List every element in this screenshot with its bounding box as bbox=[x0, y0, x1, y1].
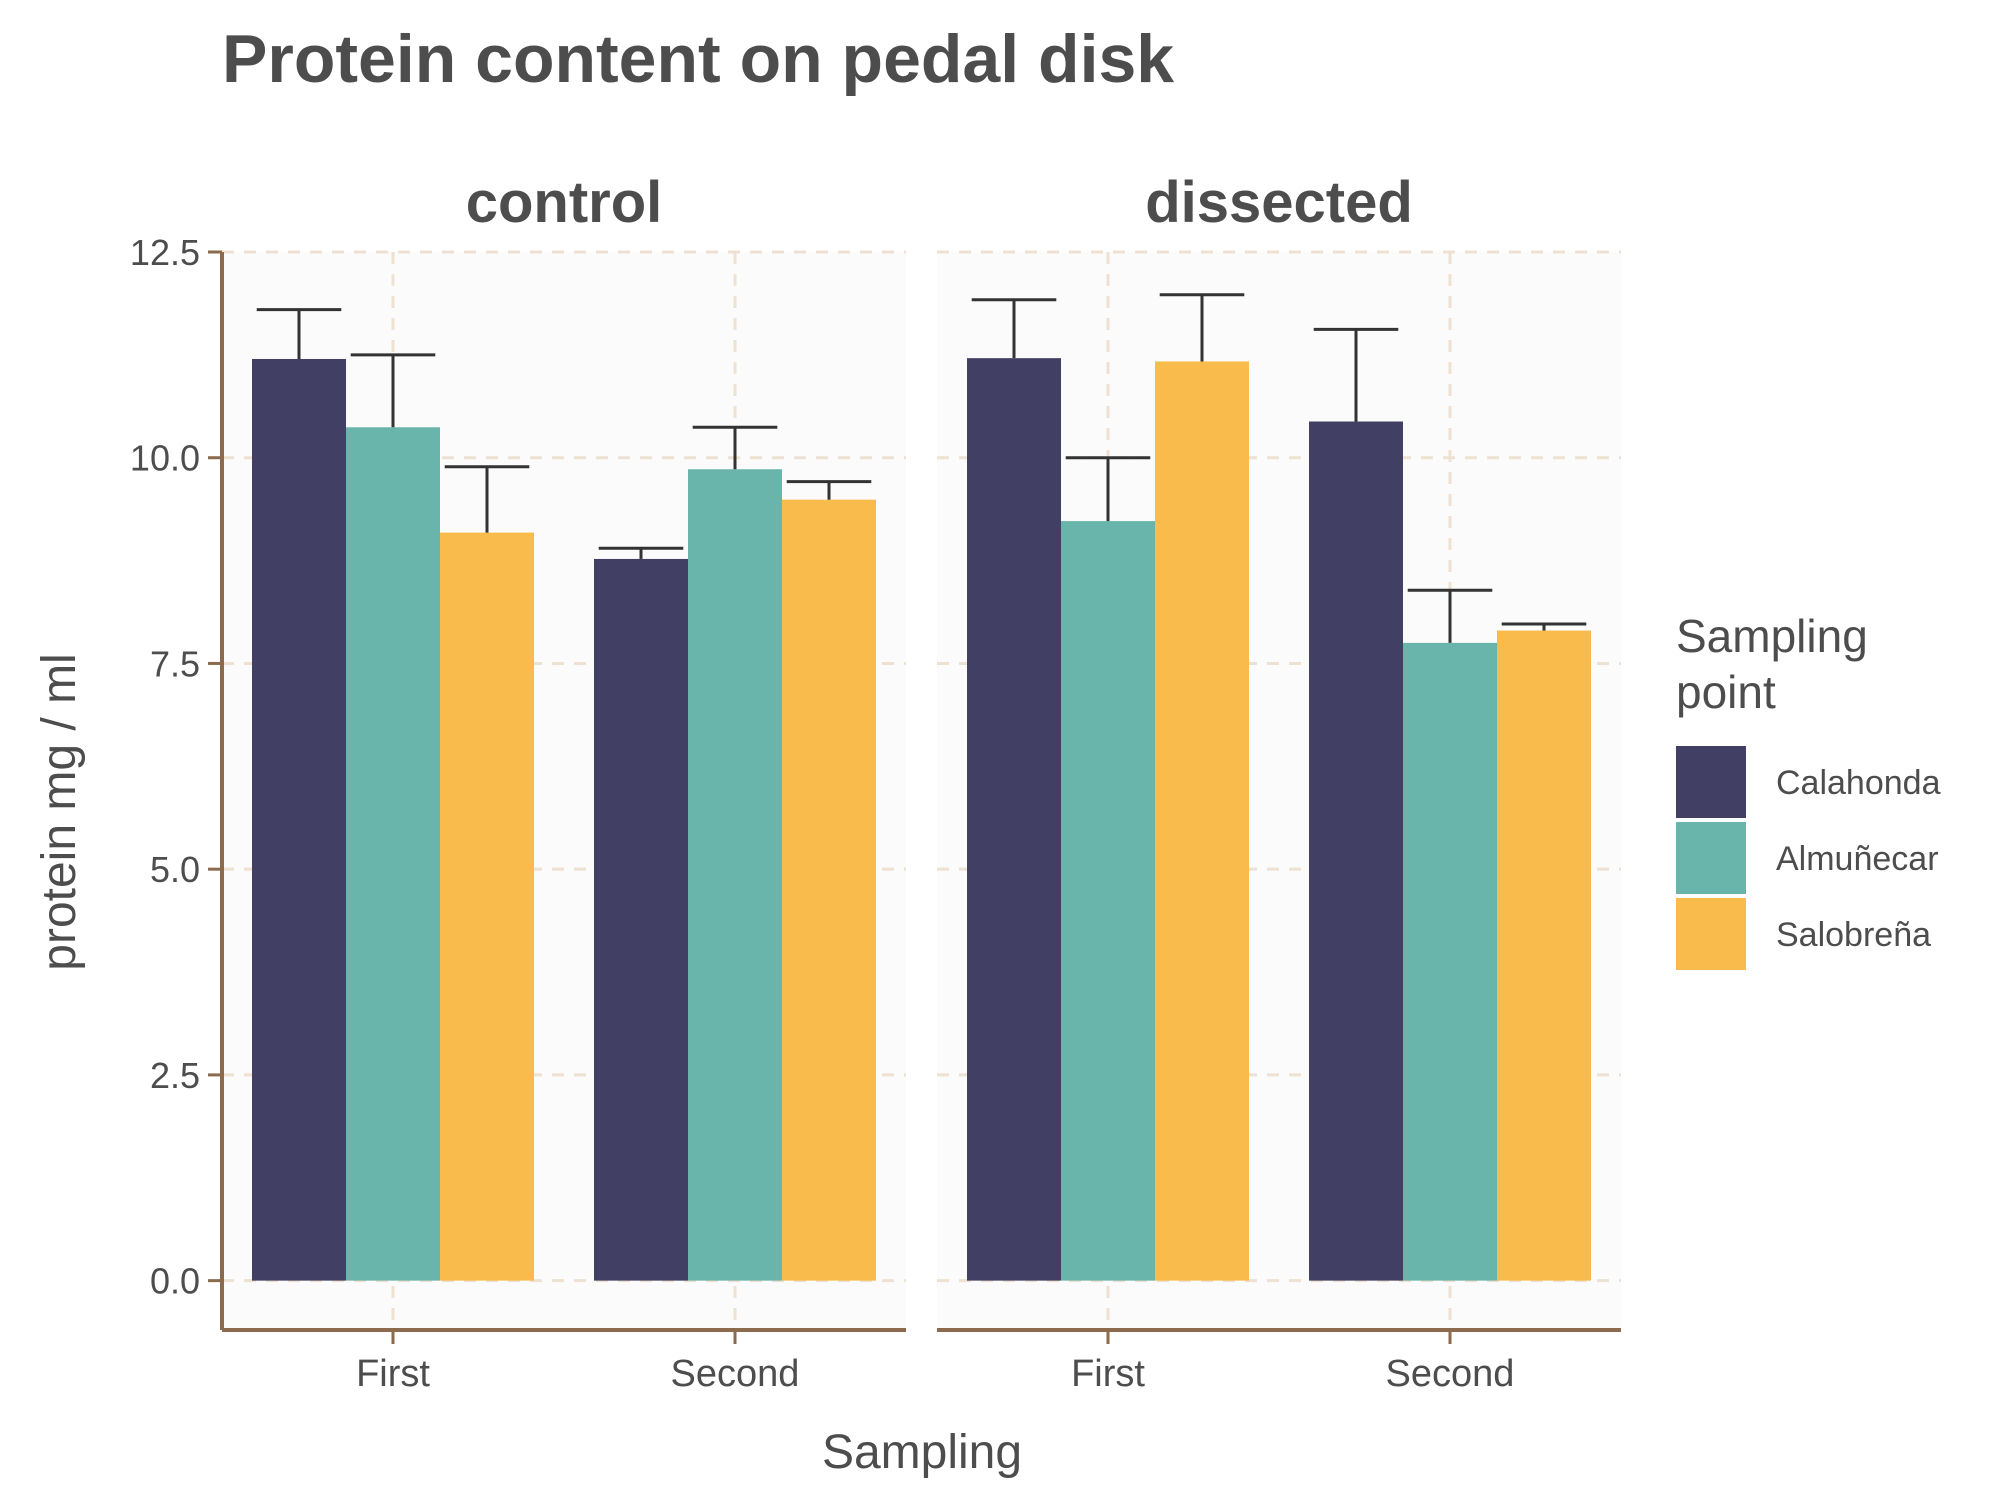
y-tick-label: 7.5 bbox=[150, 643, 200, 684]
legend-swatch-Calahonda bbox=[1676, 746, 1746, 818]
bar-dissected-Second-Calahonda bbox=[1309, 421, 1403, 1281]
panel-control: control First Second bbox=[222, 170, 906, 1395]
legend-label-Calahonda: Calahonda bbox=[1776, 764, 1941, 802]
legend-title-line: point bbox=[1676, 666, 1776, 718]
bar-dissected-Second-Salobreña bbox=[1497, 630, 1591, 1281]
bar-dissected-First-Almuñecar bbox=[1061, 521, 1155, 1281]
bar-dissected-Second-Almuñecar bbox=[1403, 642, 1497, 1281]
bar-dissected-First-Salobreña bbox=[1155, 361, 1249, 1281]
bar-control-First-Almuñecar bbox=[346, 427, 440, 1281]
y-tick-label: 0.0 bbox=[150, 1261, 200, 1302]
bar-control-Second-Almuñecar bbox=[688, 469, 782, 1281]
bar-dissected-First-Calahonda bbox=[967, 358, 1061, 1281]
bar-control-First-Calahonda bbox=[252, 358, 346, 1281]
legend-swatch-Almuñecar bbox=[1676, 822, 1746, 894]
x-tick-label: Second bbox=[1386, 1353, 1515, 1395]
legend-label-Salobreña: Salobreña bbox=[1776, 916, 1931, 954]
chart-title: Protein content on pedal disk bbox=[222, 21, 1174, 97]
y-axis: 0.0 2.5 5.0 7.5 10.0 12.5 bbox=[130, 232, 224, 1330]
y-tick-label: 5.0 bbox=[150, 849, 200, 890]
y-tick-label: 10.0 bbox=[130, 438, 200, 479]
plot-panels: control First Second dissected First Second 0.… bbox=[130, 170, 1621, 1395]
legend-swatch-Salobreña bbox=[1676, 898, 1746, 970]
x-tick-label: First bbox=[356, 1353, 430, 1395]
panel-dissected: dissected First Second bbox=[937, 170, 1621, 1395]
x-tick-label: First bbox=[1071, 1353, 1145, 1395]
legend-title-line: Sampling bbox=[1676, 610, 1868, 662]
x-tick-label: Second bbox=[671, 1353, 800, 1395]
bar-control-First-Salobreña bbox=[440, 532, 534, 1281]
bar-control-Second-Calahonda bbox=[594, 558, 688, 1281]
x-axis-title: Sampling bbox=[822, 1426, 1022, 1479]
panel-strip-label: dissected bbox=[1145, 170, 1413, 235]
y-tick-label: 2.5 bbox=[150, 1055, 200, 1096]
legend-label-Almuñecar: Almuñecar bbox=[1776, 840, 1939, 878]
y-tick-label: 12.5 bbox=[130, 232, 200, 273]
bar-control-Second-Salobreña bbox=[782, 499, 876, 1281]
y-axis-title: protein mg / ml bbox=[33, 653, 86, 970]
panel-strip-label: control bbox=[466, 170, 663, 235]
